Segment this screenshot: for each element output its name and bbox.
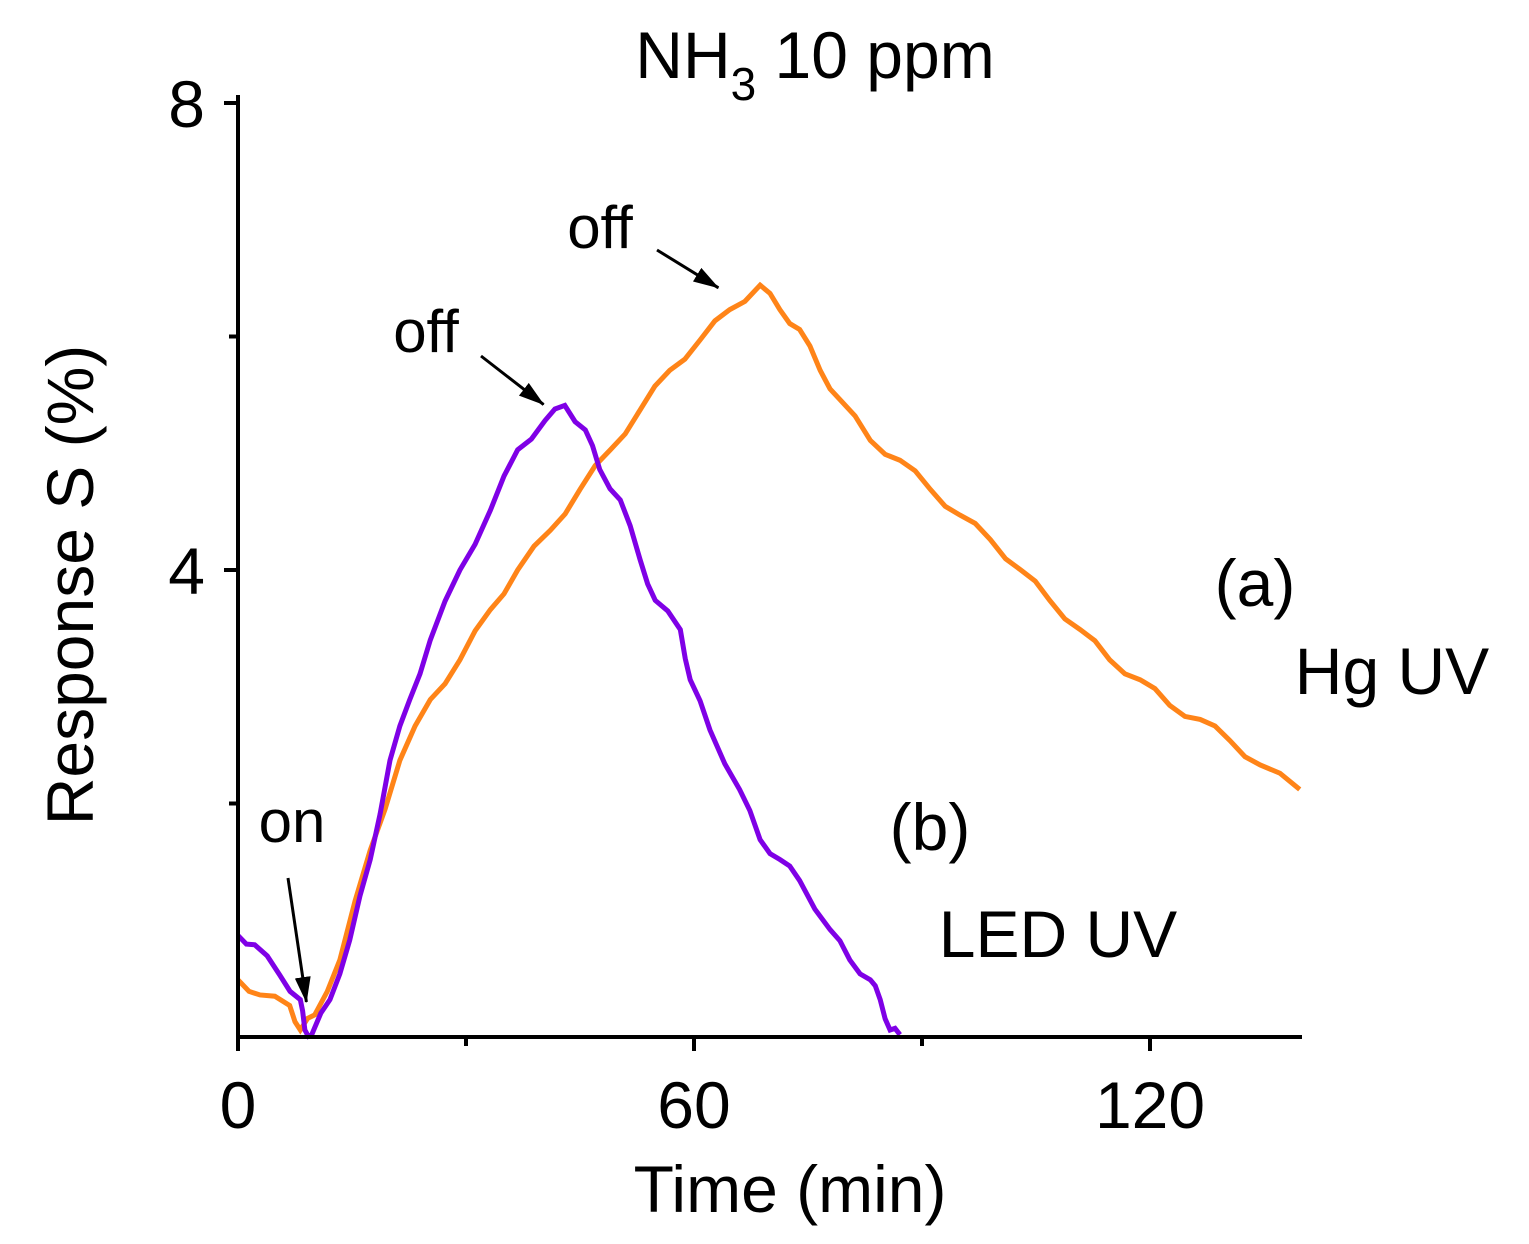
- x-tick-label: 60: [657, 1068, 730, 1142]
- annotation-arrow: [656, 248, 720, 290]
- series-b-tag: (b): [890, 790, 971, 864]
- series-a-tag: (a): [1215, 546, 1296, 620]
- svg-text:NH3 10 ppm: NH3 10 ppm: [635, 18, 994, 110]
- annotation-off-led: off: [393, 298, 459, 365]
- annotation-on: on: [259, 788, 326, 855]
- y-axis-label: Response S (%): [33, 345, 107, 826]
- annotation-arrow: [286, 877, 311, 1003]
- x-axis-label: Time (min): [634, 1152, 947, 1226]
- series-a-label: Hg UV: [1295, 634, 1489, 708]
- title-sub: 3: [731, 58, 757, 110]
- series-line-led-uv: [236, 402, 902, 1040]
- y-tick-label: 8: [168, 67, 205, 141]
- title-main: NH: [635, 18, 730, 92]
- series-b-label: LED UV: [939, 897, 1177, 971]
- annotation-off-hg: off: [567, 194, 633, 261]
- x-tick-label: 120: [1095, 1068, 1205, 1142]
- x-tick-label: 0: [220, 1068, 257, 1142]
- chart-title: NH3 10 ppm: [635, 18, 994, 110]
- title-rest: 10 ppm: [756, 18, 994, 92]
- annotation-arrow: [480, 354, 545, 406]
- y-tick-label: 4: [168, 534, 205, 608]
